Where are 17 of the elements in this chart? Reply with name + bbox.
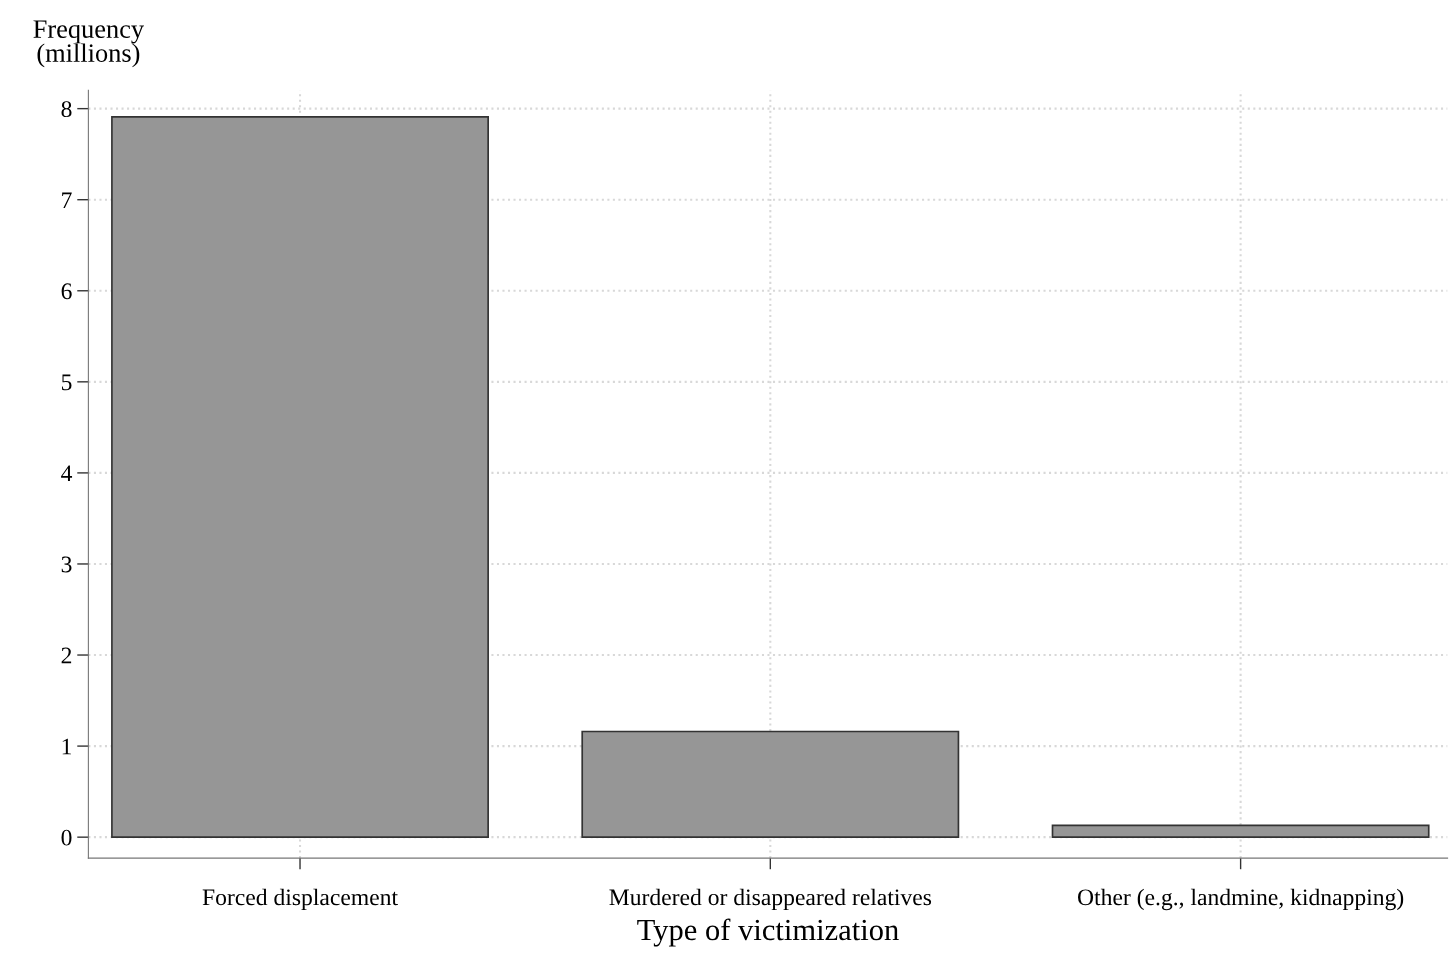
- y-tick-label: 5: [61, 374, 72, 391]
- bar: [111, 116, 489, 838]
- y-tick-label: 3: [61, 556, 72, 573]
- bar: [1051, 824, 1430, 838]
- y-tick-label: 2: [61, 647, 72, 664]
- x-tick-label: Forced displacement: [202, 888, 398, 911]
- y-tick-label: 7: [62, 192, 72, 208]
- x-axis-title: Type of victimization: [637, 918, 899, 947]
- y-tick-label: 4: [61, 465, 73, 482]
- y-tick-label: 0: [61, 829, 72, 846]
- bar: [581, 730, 960, 838]
- x-tick-label: Murdered or disappeared relatives: [609, 888, 932, 911]
- y-tick-label: 6: [61, 283, 72, 300]
- y-tick-label: 1: [62, 738, 71, 755]
- y-axis-title: Frequency (millions): [33, 20, 144, 68]
- y-tick-label: 8: [61, 101, 72, 118]
- x-tick-label: Other (e.g., landmine, kidnapping): [1077, 888, 1404, 911]
